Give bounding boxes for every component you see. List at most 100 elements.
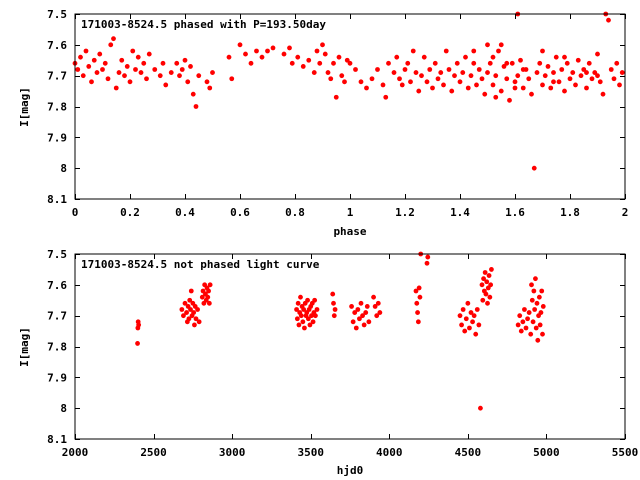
unphased-x-ticks: 2000 2500 3000 3500 4000 4500 5000 5500 [62, 254, 638, 459]
data-point [302, 325, 307, 331]
phased-x-tick-label: 0.6 [230, 206, 250, 219]
unphased-y-axis-label: I[mag] [18, 327, 31, 367]
data-point [488, 282, 494, 288]
data-point [540, 331, 545, 337]
data-point [493, 73, 499, 79]
data-point [419, 73, 424, 79]
data-point [196, 319, 202, 325]
data-point [331, 300, 336, 306]
data-point [518, 57, 523, 63]
data-point [430, 85, 435, 91]
data-point [314, 48, 320, 54]
data-point [186, 316, 192, 322]
data-point [484, 279, 490, 285]
data-point [498, 42, 504, 48]
data-point [487, 60, 493, 66]
data-point [584, 70, 589, 75]
data-point [405, 60, 411, 66]
data-point [486, 273, 492, 278]
data-point [355, 307, 361, 312]
data-point [363, 310, 369, 315]
data-point [421, 54, 427, 60]
data-point [133, 67, 138, 72]
data-point [597, 79, 603, 85]
data-point [391, 70, 397, 75]
data-point [364, 304, 370, 309]
data-point [336, 54, 342, 60]
data-point [457, 313, 463, 319]
data-point [463, 316, 469, 322]
data-point [298, 313, 304, 319]
data-point [427, 67, 433, 72]
data-point [300, 64, 306, 69]
data-point [349, 304, 354, 309]
data-point [182, 300, 188, 306]
data-point [531, 165, 537, 171]
data-point [108, 42, 114, 48]
data-point [512, 85, 518, 91]
data-point [493, 94, 499, 100]
data-point [307, 322, 313, 328]
data-point [468, 73, 474, 79]
data-point [94, 70, 100, 75]
data-point [532, 307, 538, 312]
data-point [465, 85, 471, 91]
data-point [174, 60, 180, 66]
data-point [332, 307, 338, 312]
phased-y-tick-label: 7.8 [47, 101, 67, 114]
phased-y-tick-label: 7.6 [47, 39, 67, 52]
data-point [317, 60, 323, 66]
data-point [193, 316, 199, 322]
data-point [325, 70, 331, 75]
phased-x-tick-label: 0.8 [285, 206, 305, 219]
data-point [333, 94, 339, 100]
data-point [476, 67, 482, 72]
data-point [141, 60, 147, 66]
phased-y-tick-label: 8.1 [47, 193, 67, 206]
data-point [116, 70, 122, 75]
data-point [501, 64, 507, 69]
data-point [372, 304, 378, 309]
data-point [553, 54, 559, 60]
phased-x-tick-label: 0.2 [120, 206, 140, 219]
data-point [190, 91, 196, 97]
data-point [517, 313, 523, 319]
data-point [611, 76, 617, 82]
unphased-y-tick-label: 7.5 [47, 248, 67, 261]
phased-plot-panel: 0 0.2 0.4 0.6 0.8 1 1.2 1.4 1.6 1.8 2 7.5 7.6 7.7 7.8… [18, 8, 628, 238]
data-point [414, 300, 420, 306]
phased-x-tick-label: 1.6 [505, 206, 525, 219]
data-point [460, 307, 466, 312]
data-point [331, 60, 336, 66]
data-point [80, 73, 86, 79]
data-point [471, 48, 477, 54]
data-point [119, 57, 125, 63]
data-point [520, 319, 526, 325]
data-point [489, 267, 494, 272]
data-point [498, 88, 504, 94]
data-point [482, 270, 488, 275]
unphased-x-tick-label: 4500 [455, 446, 482, 459]
data-point [490, 82, 496, 88]
data-point [525, 316, 530, 322]
data-point [483, 291, 489, 297]
data-point [296, 322, 302, 328]
data-point [548, 85, 554, 91]
data-point [305, 297, 310, 303]
data-point [481, 276, 486, 282]
data-point [248, 60, 254, 66]
data-point [179, 307, 185, 312]
data-point [144, 76, 149, 82]
data-point [195, 307, 200, 312]
unphased-y-tick-label: 7.6 [47, 279, 67, 292]
data-point [136, 322, 142, 328]
data-point [207, 282, 213, 288]
data-point [526, 310, 532, 315]
data-point [424, 260, 430, 266]
data-point [515, 322, 521, 328]
data-point [184, 310, 189, 315]
data-point [551, 70, 556, 75]
data-point [614, 60, 620, 66]
data-point [243, 51, 248, 57]
data-point [86, 64, 92, 69]
